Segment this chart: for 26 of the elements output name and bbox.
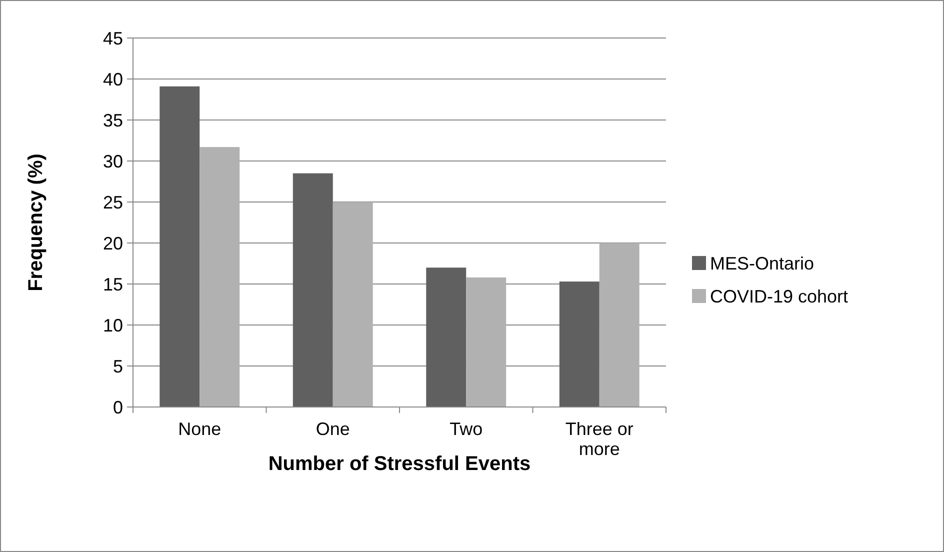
y-tick-label: 5 xyxy=(112,356,123,376)
bar xyxy=(426,268,466,407)
y-tick-label: 20 xyxy=(102,233,123,254)
bar xyxy=(200,147,240,407)
y-tick-label: 35 xyxy=(102,110,123,130)
x-tick-label: None xyxy=(178,419,222,439)
bar xyxy=(292,173,333,407)
y-tick-label: 0 xyxy=(112,397,123,418)
y-tick-label: 15 xyxy=(102,274,123,294)
y-axis-title: Frequency (%) xyxy=(25,154,47,292)
legend-label: MES-Ontario xyxy=(710,253,814,274)
y-tick-label: 25 xyxy=(102,192,123,212)
y-tick-label: 40 xyxy=(102,69,123,90)
bar xyxy=(559,282,600,407)
y-tick-label: 30 xyxy=(102,151,123,172)
bar xyxy=(599,243,640,407)
bar xyxy=(332,202,373,407)
bar xyxy=(160,86,200,407)
x-axis-title: Number of Stressful Events xyxy=(268,453,531,475)
y-tick-label: 10 xyxy=(102,315,123,336)
y-tick-label: 45 xyxy=(102,28,123,48)
bar xyxy=(466,277,506,407)
x-tick-label: Three or more xyxy=(565,419,634,459)
x-tick-label: Two xyxy=(450,419,483,439)
legend-label: COVID-19 cohort xyxy=(710,286,848,306)
x-tick-label: One xyxy=(316,419,350,439)
